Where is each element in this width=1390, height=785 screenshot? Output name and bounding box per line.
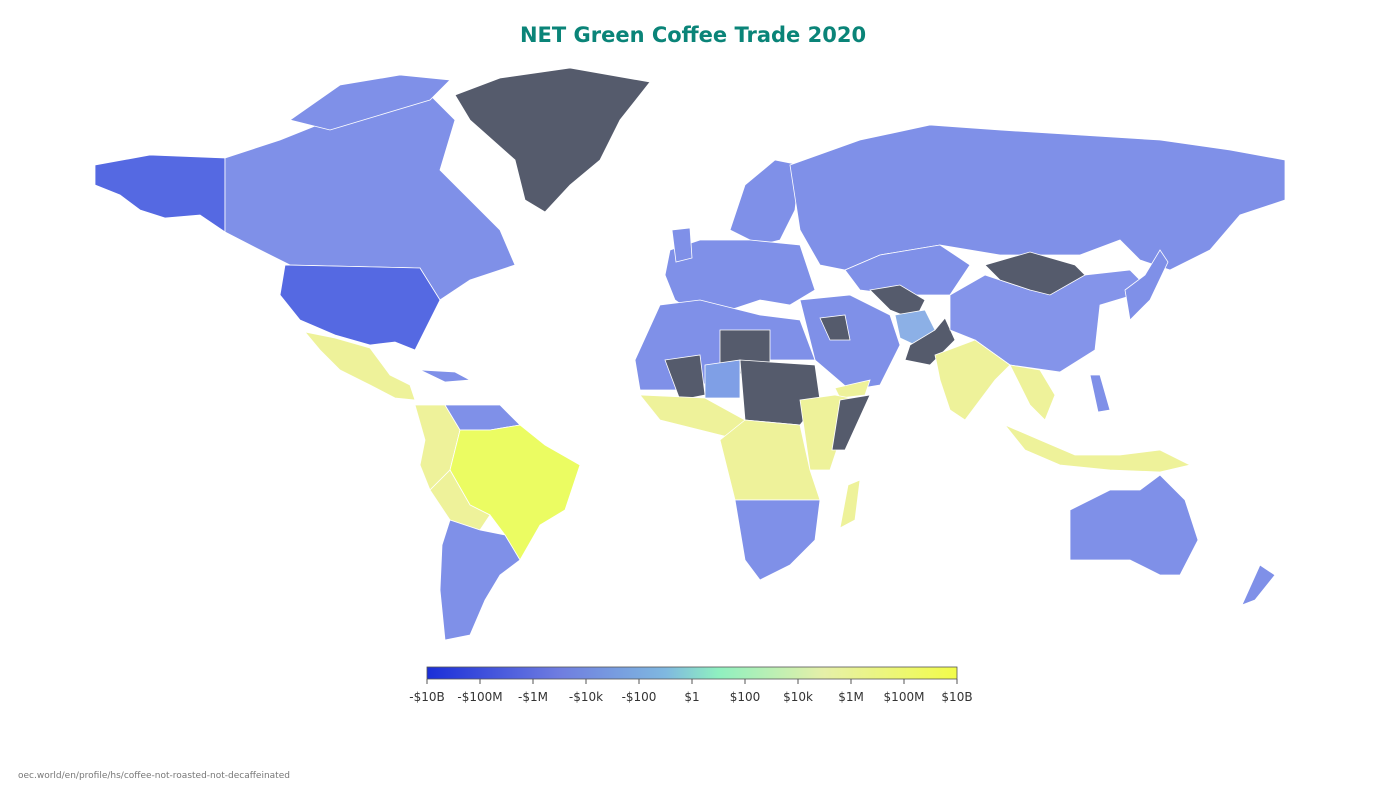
legend-tick-label: $10B xyxy=(941,690,972,704)
source: oec.world/en/profile/hs/coffee-not-roast… xyxy=(18,771,290,781)
legend-tick-label: $100M xyxy=(884,690,925,704)
southeast-asia xyxy=(1009,364,1056,421)
legend: -$10B -$100M -$1M -$10k -$100 $1 $100 $10k $1M $1… xyxy=(409,666,973,704)
legend-tick-label: -$10k xyxy=(569,690,603,704)
legend-tick-label: -$100M xyxy=(457,690,502,704)
scandinavia xyxy=(729,159,801,246)
europe xyxy=(664,239,816,319)
world-map xyxy=(94,67,1286,641)
india xyxy=(934,339,1011,421)
iraq xyxy=(819,314,851,341)
usa xyxy=(279,264,441,351)
legend-tick-label: -$10B xyxy=(409,690,444,704)
somalia xyxy=(831,394,871,451)
japan xyxy=(1124,249,1169,321)
mexico xyxy=(303,331,416,401)
legend-tick-label: $1 xyxy=(684,690,699,704)
legend-tick-label: $1M xyxy=(838,690,864,704)
legend-tick-label: $10k xyxy=(783,690,813,704)
legend-tick-label: $100 xyxy=(730,690,761,704)
kazakhstan xyxy=(844,244,971,296)
greenland xyxy=(454,67,651,213)
philippines xyxy=(1089,374,1111,413)
alaska xyxy=(94,154,226,233)
legend-tick-label: -$1M xyxy=(518,690,548,704)
new-zealand xyxy=(1241,564,1276,606)
arctic-islands xyxy=(289,74,451,131)
color-scale xyxy=(426,666,958,680)
australia xyxy=(1069,474,1199,576)
yemen xyxy=(834,379,871,399)
mongolia xyxy=(984,251,1086,296)
uk xyxy=(671,227,693,263)
caribbean xyxy=(419,369,472,383)
indonesia xyxy=(1004,424,1192,473)
uzbekistan xyxy=(869,284,926,321)
russia xyxy=(789,124,1286,271)
madagascar xyxy=(839,479,861,529)
southern-africa xyxy=(734,499,821,581)
legend-ticks: -$10B -$100M -$1M -$10k -$100 $1 $100 $10k $1M $1… xyxy=(409,679,973,704)
pakistan xyxy=(904,317,956,366)
argentina-chile xyxy=(439,519,521,641)
niger xyxy=(704,359,741,399)
legend-tick-label: -$100 xyxy=(622,690,657,704)
map-title: NET Green Coffee Trade 2020 xyxy=(520,23,866,47)
